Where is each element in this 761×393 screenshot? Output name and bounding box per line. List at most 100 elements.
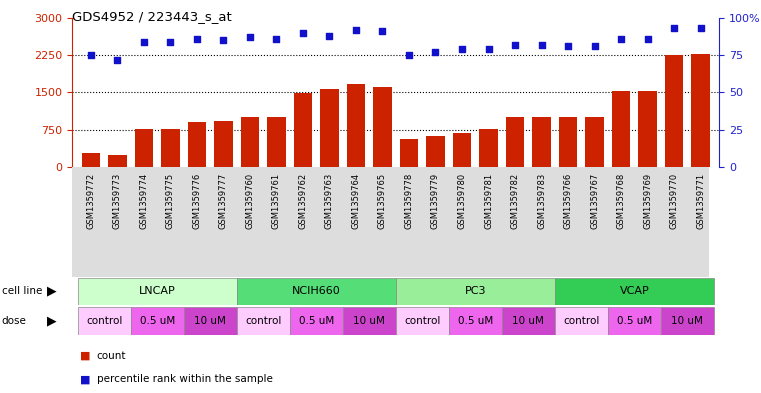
Text: control: control	[563, 316, 600, 326]
Text: count: count	[97, 351, 126, 361]
Bar	[373, 87, 392, 167]
Text: GSM1359776: GSM1359776	[193, 173, 202, 229]
Bar	[161, 129, 180, 167]
Text: LNCAP: LNCAP	[139, 286, 176, 296]
Text: dose: dose	[2, 316, 27, 326]
Text: GDS4952 / 223443_s_at: GDS4952 / 223443_s_at	[72, 10, 232, 23]
Text: 10 uM: 10 uM	[194, 316, 226, 326]
Point	[456, 46, 468, 52]
Text: GSM1359764: GSM1359764	[352, 173, 361, 229]
Text: PC3: PC3	[464, 286, 486, 296]
Bar	[608, 307, 661, 335]
Point	[695, 25, 707, 31]
Bar	[135, 129, 153, 167]
Bar	[237, 278, 396, 305]
Text: GSM1359766: GSM1359766	[564, 173, 572, 229]
Bar	[131, 307, 183, 335]
Bar	[555, 278, 714, 305]
Point	[642, 35, 654, 42]
Text: percentile rank within the sample: percentile rank within the sample	[97, 374, 272, 384]
Point	[350, 26, 362, 33]
Text: 10 uM: 10 uM	[512, 316, 544, 326]
Point	[270, 35, 282, 42]
Bar	[555, 307, 608, 335]
Text: GSM1359760: GSM1359760	[245, 173, 254, 229]
Text: NCIH660: NCIH660	[291, 286, 341, 296]
Bar	[396, 278, 555, 305]
Bar	[453, 133, 471, 167]
Text: GSM1359771: GSM1359771	[696, 173, 705, 229]
Point	[111, 56, 123, 62]
Point	[138, 39, 150, 45]
Text: GSM1359761: GSM1359761	[272, 173, 281, 229]
Text: GSM1359778: GSM1359778	[405, 173, 413, 229]
Bar	[559, 117, 578, 167]
Text: GSM1359763: GSM1359763	[325, 173, 334, 229]
Text: GSM1359780: GSM1359780	[457, 173, 466, 229]
Bar	[240, 117, 260, 167]
Text: 10 uM: 10 uM	[353, 316, 385, 326]
Text: ■: ■	[80, 374, 91, 384]
Bar	[347, 84, 365, 167]
Point	[377, 28, 389, 34]
Bar	[585, 117, 603, 167]
Point	[615, 35, 627, 42]
Text: cell line: cell line	[2, 286, 42, 296]
Text: 0.5 uM: 0.5 uM	[616, 316, 652, 326]
Point	[191, 35, 203, 42]
Text: GSM1359782: GSM1359782	[511, 173, 520, 229]
Bar	[665, 55, 683, 167]
Point	[536, 41, 548, 48]
Bar	[290, 307, 342, 335]
Text: 10 uM: 10 uM	[671, 316, 703, 326]
Bar	[183, 307, 237, 335]
Bar	[188, 122, 206, 167]
Bar	[612, 91, 630, 167]
Text: control: control	[86, 316, 123, 326]
Text: ▶: ▶	[47, 285, 57, 298]
Bar	[479, 129, 498, 167]
Text: GSM1359767: GSM1359767	[590, 173, 599, 229]
Text: GSM1359777: GSM1359777	[219, 173, 228, 229]
Text: 0.5 uM: 0.5 uM	[457, 316, 493, 326]
Bar	[78, 307, 131, 335]
Text: ▶: ▶	[47, 314, 57, 327]
Bar	[78, 278, 237, 305]
Point	[429, 49, 441, 55]
Point	[244, 34, 256, 40]
Text: GSM1359770: GSM1359770	[670, 173, 679, 229]
Text: GSM1359765: GSM1359765	[378, 173, 387, 229]
Text: GSM1359775: GSM1359775	[166, 173, 175, 229]
Text: control: control	[245, 316, 282, 326]
Text: 0.5 uM: 0.5 uM	[139, 316, 175, 326]
Bar	[506, 117, 524, 167]
Text: GSM1359772: GSM1359772	[86, 173, 95, 229]
Bar	[237, 307, 290, 335]
Point	[562, 43, 574, 49]
Text: GSM1359769: GSM1359769	[643, 173, 652, 229]
Bar	[81, 153, 100, 167]
Text: 0.5 uM: 0.5 uM	[298, 316, 334, 326]
Point	[509, 41, 521, 48]
Point	[164, 39, 177, 45]
Bar	[342, 307, 396, 335]
Bar	[294, 94, 312, 167]
Bar	[532, 117, 551, 167]
Point	[218, 37, 230, 43]
Text: control: control	[404, 316, 441, 326]
Point	[84, 52, 97, 58]
Bar	[661, 307, 714, 335]
Text: ■: ■	[80, 351, 91, 361]
Point	[297, 29, 309, 36]
Bar	[396, 307, 449, 335]
Bar	[400, 139, 419, 167]
Bar	[214, 121, 233, 167]
Bar	[320, 89, 339, 167]
Bar	[426, 136, 444, 167]
Text: GSM1359783: GSM1359783	[537, 173, 546, 229]
Point	[482, 46, 495, 52]
Point	[668, 25, 680, 31]
Text: GSM1359768: GSM1359768	[616, 173, 626, 229]
Text: GSM1359773: GSM1359773	[113, 173, 122, 229]
Point	[323, 33, 336, 39]
